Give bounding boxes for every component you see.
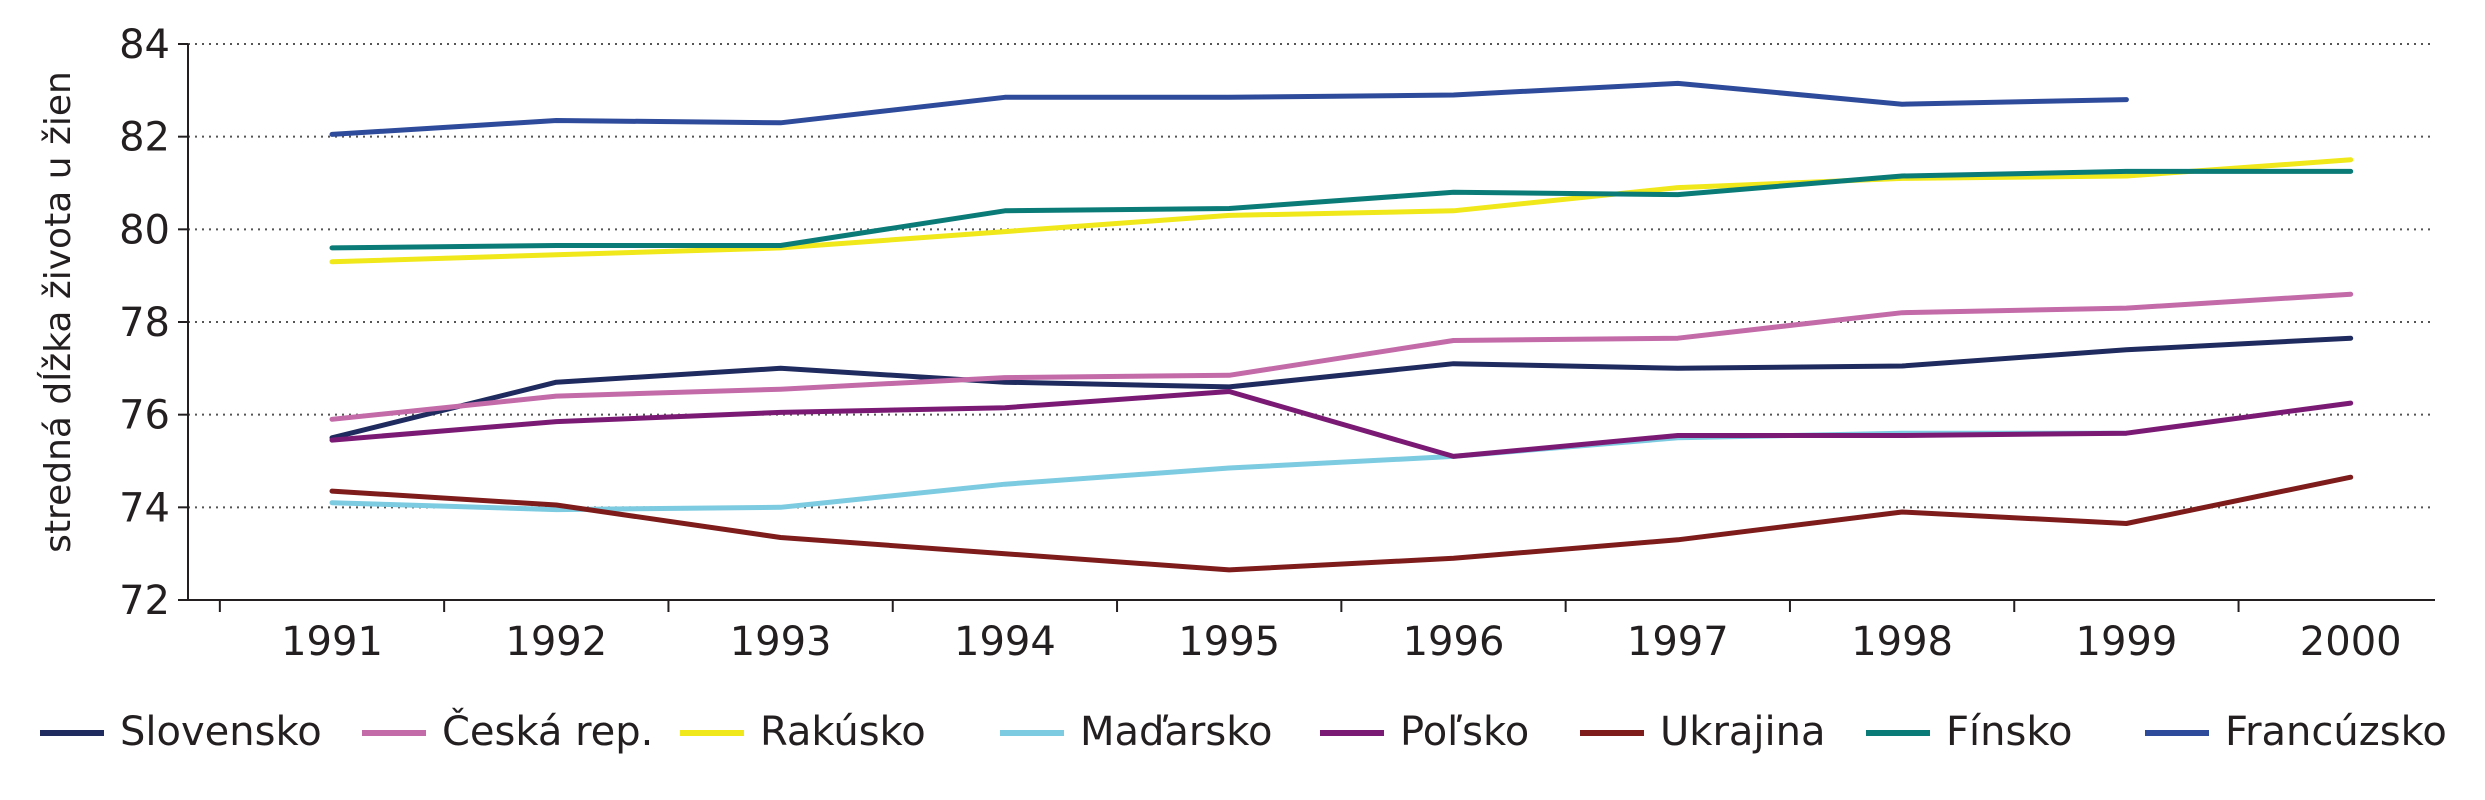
legend-label-polsko: Poľsko <box>1400 709 1529 755</box>
x-tick-label: 1992 <box>505 619 607 665</box>
series-line-polsko <box>329 389 2354 459</box>
legend-label-rakusko: Rakúsko <box>760 709 926 755</box>
series-line-francuzsko <box>329 80 2129 137</box>
series-line-rakusko <box>329 157 2354 265</box>
series-line-ukrajina <box>329 474 2354 573</box>
y-tick-label: 82 <box>119 115 170 161</box>
series-line-madarsko <box>329 430 2129 513</box>
x-tick-label: 1993 <box>730 619 832 665</box>
legend-label-madarsko: Maďarsko <box>1080 709 1272 755</box>
series-line-slovensko <box>329 335 2354 441</box>
x-tick-label: 1998 <box>1851 619 1953 665</box>
x-tick-label: 1991 <box>281 619 383 665</box>
y-tick-label: 78 <box>119 300 170 346</box>
gridlines <box>188 43 2435 509</box>
y-tick-label: 72 <box>119 578 170 624</box>
x-tick-label: 1994 <box>954 619 1056 665</box>
x-tick-label: 1995 <box>1178 619 1280 665</box>
legend-label-ceska-rep: Česká rep. <box>442 707 653 755</box>
legend-label-ukrajina: Ukrajina <box>1660 709 1826 755</box>
axes <box>178 43 2435 612</box>
legend: Slovensko Česká rep. Rakúsko Maďarsko Poľsko… <box>40 707 2447 755</box>
legend-label-finsko: Fínsko <box>1946 709 2073 755</box>
x-axis-ticks: 1991 1992 1993 1994 1995 1996 1997 1998 1999 2000 <box>281 619 2401 665</box>
legend-label-francuzsko: Francúzsko <box>2225 709 2447 755</box>
x-tick-label: 1999 <box>2076 619 2178 665</box>
series-line-finsko <box>329 168 2354 251</box>
y-axis-title: stredná dĺžka života u žien <box>37 71 79 553</box>
y-tick-label: 80 <box>119 207 170 253</box>
series-line-ceska-rep <box>329 291 2354 422</box>
y-tick-label: 84 <box>119 22 170 68</box>
x-tick-label: 1996 <box>1403 619 1505 665</box>
series-lines <box>329 80 2354 573</box>
y-tick-label: 76 <box>119 393 170 439</box>
x-tick-label: 2000 <box>2300 619 2402 665</box>
legend-label-slovensko: Slovensko <box>120 709 322 755</box>
x-tick-label: 1997 <box>1627 619 1729 665</box>
y-axis-ticks: 72 74 76 78 80 82 84 <box>119 22 170 624</box>
y-tick-label: 74 <box>119 485 170 531</box>
